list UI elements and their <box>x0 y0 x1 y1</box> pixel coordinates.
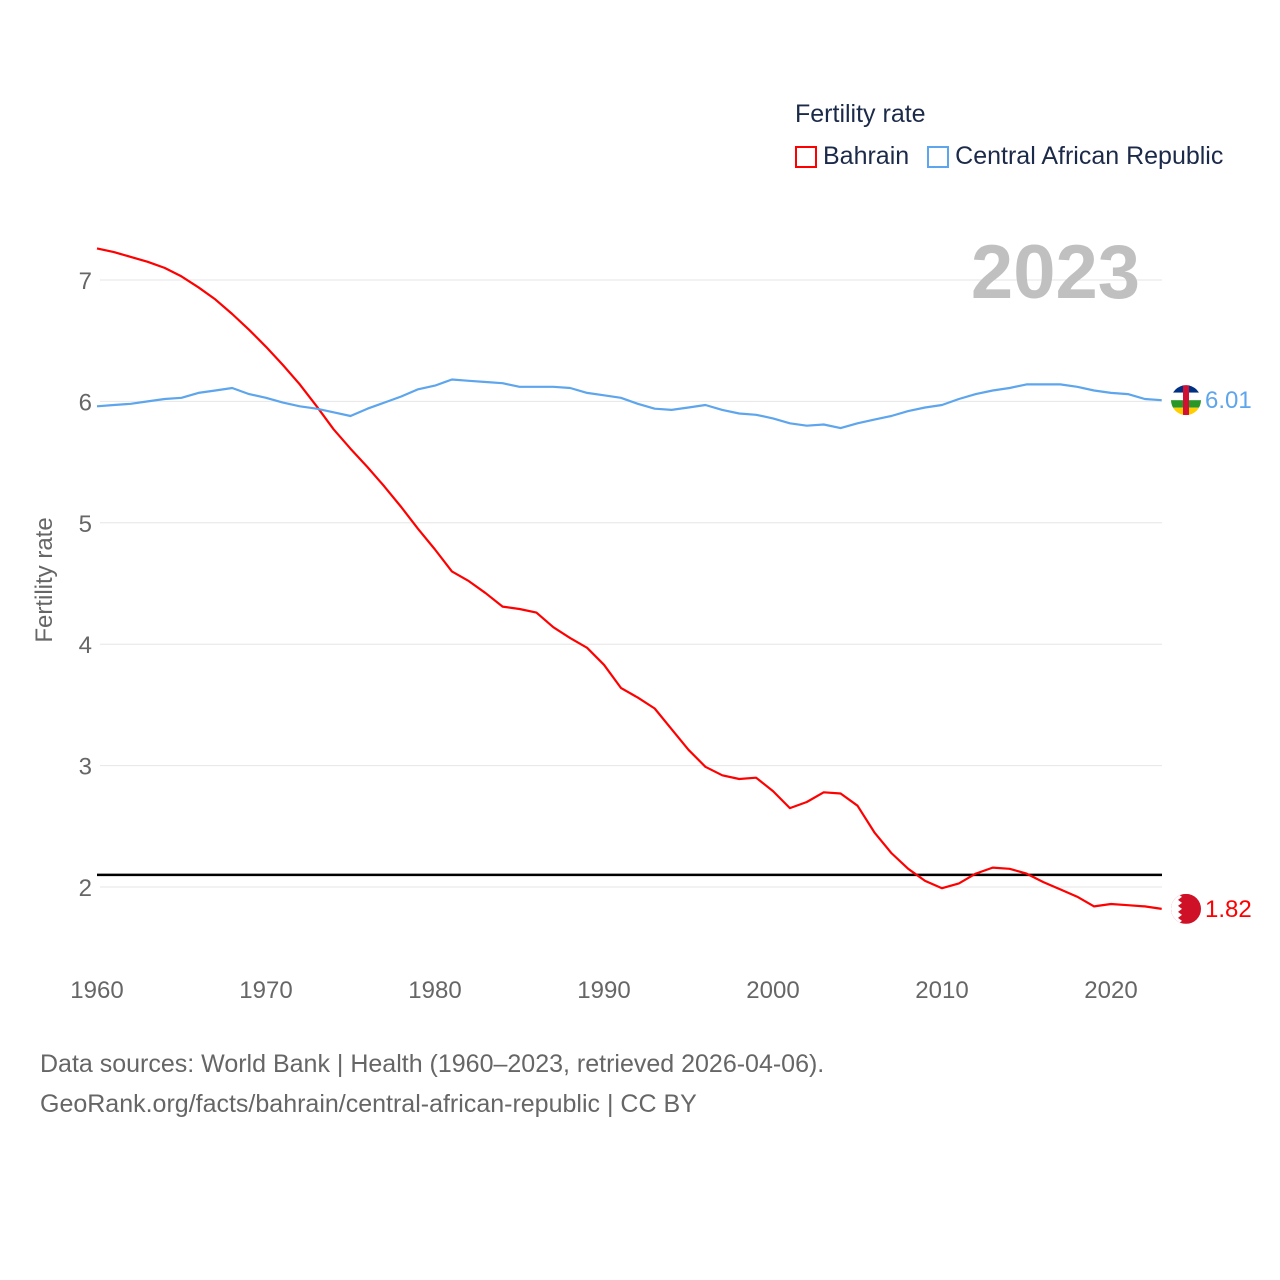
y-axis-label: Fertility rate <box>31 517 58 642</box>
legend-label-car: Central African Republic <box>955 142 1224 170</box>
series-line-bahrain <box>96 247 1162 910</box>
y-tick-label: 2 <box>79 875 92 902</box>
x-tick-label: 2020 <box>1084 977 1137 1004</box>
y-tick-label: 6 <box>79 389 92 416</box>
x-tick-label: 2010 <box>915 977 968 1004</box>
end-value-label: 6.01 <box>1205 387 1252 414</box>
end-value-label: 1.82 <box>1205 896 1252 923</box>
y-tick-label: 4 <box>79 632 92 659</box>
legend-item-central-african-republic[interactable]: Central African Republic <box>927 142 1223 171</box>
x-tick-label: 1960 <box>70 977 123 1004</box>
source-line-2[interactable]: GeoRank.org/facts/bahrain/central-africa… <box>40 1090 697 1118</box>
legend-item-bahrain[interactable]: Bahrain <box>795 142 909 171</box>
x-tick-label: 1970 <box>239 977 292 1004</box>
y-tick-label: 7 <box>79 268 92 295</box>
legend-swatch-bahrain <box>795 145 817 168</box>
x-tick-label: 2000 <box>746 977 799 1004</box>
legend-swatch-car <box>927 145 950 168</box>
legend-title: Fertility rate <box>795 100 926 128</box>
bahrain-flag-icon <box>1171 893 1201 924</box>
x-tick-label: 1980 <box>408 977 461 1004</box>
legend: Bahrain Central African Republic <box>795 142 1223 171</box>
year-label: 2023 <box>971 230 1140 315</box>
y-tick-label: 5 <box>79 511 92 538</box>
y-tick-label: 3 <box>79 754 92 781</box>
source-line-1: Data sources: World Bank | Health (1960–… <box>40 1050 825 1078</box>
series-line-car <box>96 378 1162 430</box>
source-note: Data sources: World Bank | Health (1960–… <box>40 1044 824 1124</box>
car-flag-icon <box>1171 385 1201 416</box>
legend-label-bahrain: Bahrain <box>823 142 910 170</box>
x-tick-label: 1990 <box>577 977 630 1004</box>
